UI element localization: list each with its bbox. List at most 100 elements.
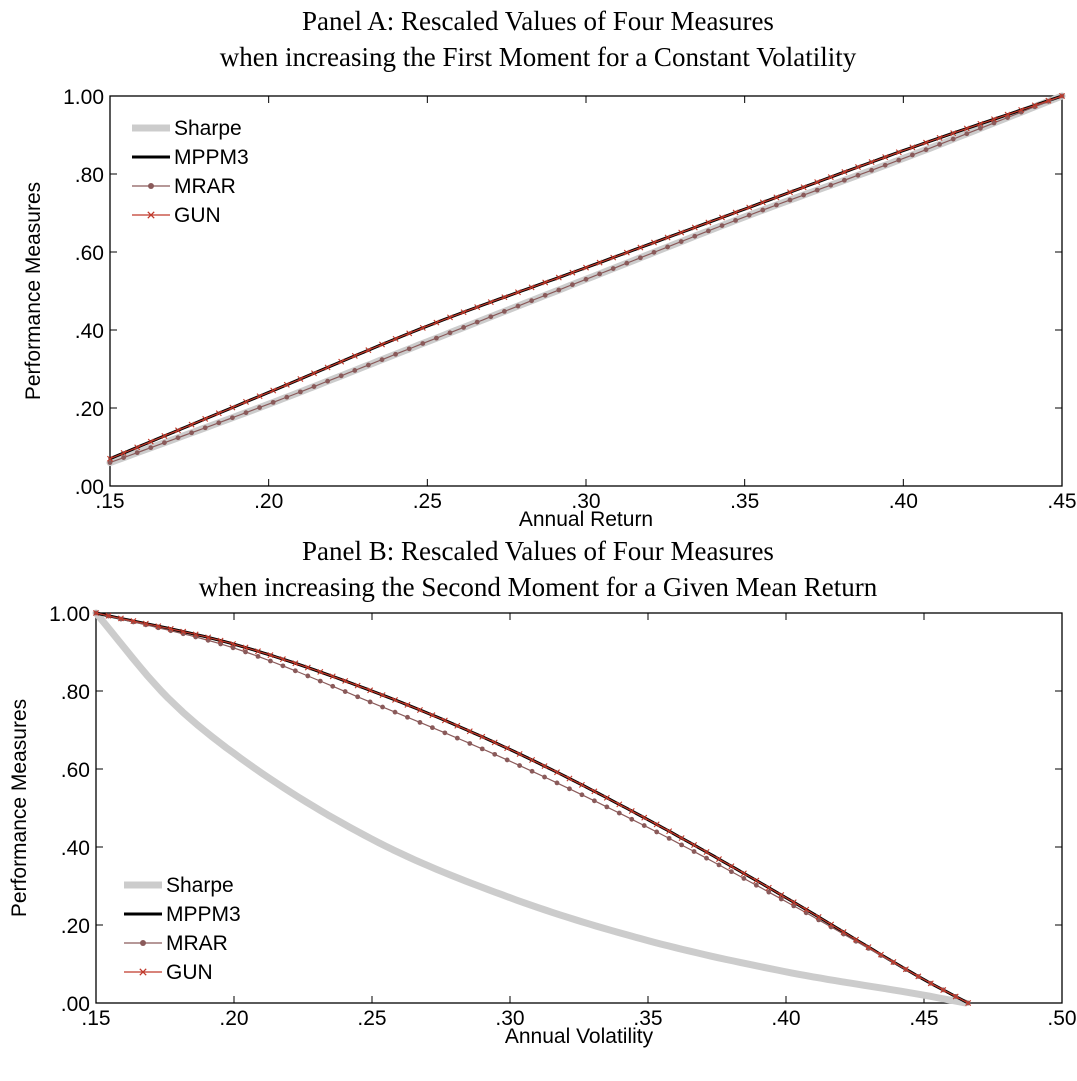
- series-point-mrar: [243, 649, 248, 655]
- series-point-gun: [855, 164, 861, 171]
- series-point-gun: [952, 993, 959, 1000]
- x-tick-label: .30: [495, 1007, 524, 1030]
- legend-marker-gun: [139, 968, 147, 976]
- series-point-gun: [392, 696, 399, 703]
- series-point-gun: [728, 863, 735, 870]
- series-point-gun: [441, 717, 448, 724]
- series-point-mrar: [342, 689, 348, 694]
- series-point-mrar: [162, 440, 167, 446]
- series-point-gun: [297, 376, 304, 383]
- series-point-mrar: [542, 292, 548, 298]
- series-point-gun: [641, 814, 648, 821]
- series-point-mrar: [529, 298, 534, 304]
- series-point-gun: [902, 966, 909, 973]
- series-point-mrar: [556, 287, 562, 293]
- series-point-gun: [283, 381, 290, 388]
- panel-a-title: Panel A: Rescaled Values of Four Measure…: [302, 6, 774, 36]
- series-point-gun: [142, 620, 149, 627]
- series-point-mrar: [107, 460, 113, 465]
- panel-b-subtitle: when increasing the Second Moment for a …: [199, 572, 878, 602]
- series-point-gun: [566, 775, 573, 782]
- x-tick-label: .30: [571, 490, 600, 513]
- x-axis-label: Annual Return: [519, 508, 653, 531]
- y-tick-label: .60: [75, 242, 104, 265]
- series-point-gun: [753, 877, 760, 884]
- series-point-gun: [242, 644, 249, 651]
- series-point-gun: [447, 314, 453, 321]
- series-point-gun: [256, 393, 263, 400]
- series-point-mrar: [978, 125, 983, 131]
- series-point-gun: [719, 214, 725, 221]
- series-point-mrar: [311, 384, 317, 389]
- series-point-gun: [853, 936, 860, 943]
- series-point-gun: [603, 794, 610, 801]
- series-point-mrar: [492, 751, 498, 757]
- series-point-mrar: [651, 249, 657, 255]
- series-point-gun: [841, 169, 848, 176]
- series-point-gun: [304, 664, 311, 671]
- series-point-mrar: [392, 709, 398, 715]
- series-point-gun: [628, 808, 635, 814]
- series-point-mrar: [937, 142, 942, 147]
- series-point-mrar: [434, 335, 439, 341]
- series-point-gun: [267, 652, 274, 659]
- series-point-gun: [950, 130, 957, 137]
- series-point-gun: [882, 154, 889, 161]
- series-point-gun: [936, 134, 943, 141]
- series-point-gun: [840, 929, 847, 936]
- series-point-gun: [392, 335, 399, 342]
- series-point-gun: [367, 687, 374, 694]
- series-point-mrar: [430, 725, 435, 731]
- series-point-gun: [790, 899, 797, 906]
- series-point-gun: [759, 199, 766, 206]
- series-point-gun: [279, 656, 286, 663]
- series-point-gun: [454, 722, 461, 729]
- series-point-gun: [192, 631, 199, 638]
- series-point-gun: [501, 294, 508, 301]
- series-point-gun: [787, 189, 793, 196]
- legend-label-gun: GUN: [166, 961, 213, 984]
- series-point-mrar: [692, 233, 698, 239]
- series-point-gun: [202, 415, 209, 422]
- series-point-gun: [351, 352, 358, 359]
- x-tick-label: .40: [889, 490, 918, 513]
- series-point-gun: [868, 159, 875, 166]
- series-point-gun: [542, 279, 549, 286]
- x-tick-label: .15: [95, 490, 124, 513]
- x-tick-label: .40: [771, 1007, 800, 1030]
- series-point-mrar: [610, 266, 616, 271]
- series-point-gun: [406, 330, 413, 337]
- series-point-mrar: [268, 658, 273, 664]
- x-tick-label: .25: [357, 1007, 386, 1030]
- legend-label-gun: GUN: [174, 204, 221, 227]
- series-point-gun: [529, 756, 536, 763]
- y-tick-label: 1.00: [49, 603, 90, 626]
- x-tick-label: .15: [81, 1007, 110, 1030]
- series-point-gun: [105, 612, 112, 619]
- series-point-gun: [1018, 106, 1025, 113]
- series-point-gun: [895, 149, 902, 156]
- series-point-mrar: [719, 223, 725, 229]
- x-tick-label: .45: [1047, 490, 1076, 513]
- panel-b-title: Panel B: Rescaled Values of Four Measure…: [302, 536, 774, 566]
- series-point-mrar: [504, 757, 510, 763]
- y-axis-label: Performance Measures: [8, 699, 31, 917]
- series-point-gun: [828, 921, 835, 928]
- x-tick-label: .20: [254, 490, 283, 513]
- y-axis-label: Performance Measures: [22, 182, 45, 400]
- series-point-gun: [578, 781, 585, 788]
- series-point-gun: [180, 628, 187, 635]
- series-point-gun: [651, 239, 657, 246]
- series-point-mrar: [579, 792, 585, 798]
- series-point-gun: [569, 269, 576, 276]
- series-point-gun: [329, 673, 336, 680]
- series-point-mrar: [629, 816, 635, 822]
- series-point-mrar: [230, 645, 236, 651]
- series-point-mrar: [447, 330, 453, 336]
- series-point-mrar: [766, 889, 772, 895]
- series-point-gun: [1004, 111, 1011, 118]
- series-point-mrar: [803, 910, 809, 916]
- legend-label-mppm3: MPPM3: [174, 146, 249, 169]
- plot-frame: [95, 612, 1063, 1004]
